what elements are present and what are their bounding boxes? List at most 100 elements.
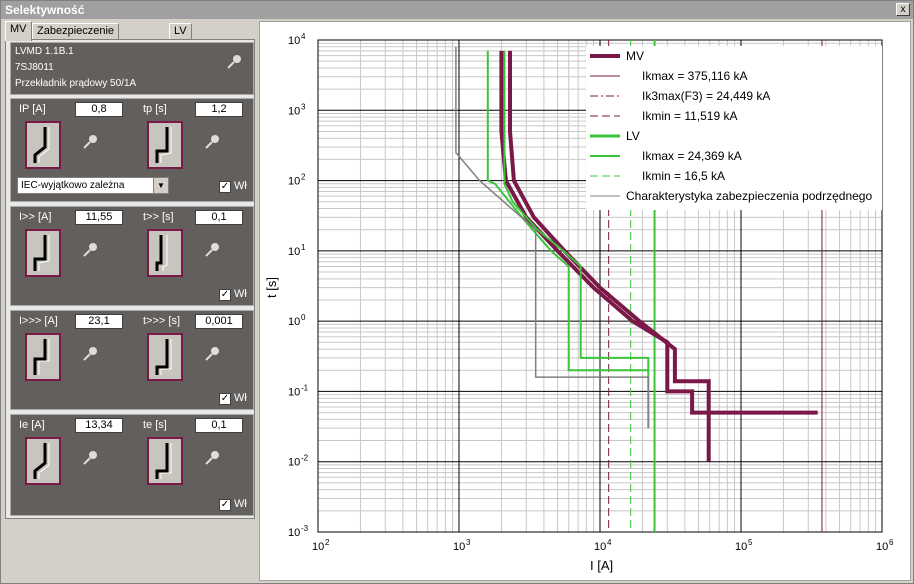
close-button[interactable]: x	[896, 3, 910, 16]
ie-current-label: Ie [A]	[19, 419, 45, 431]
pin-icon[interactable]	[203, 449, 221, 467]
y-tick-label-exp: 4	[301, 32, 306, 41]
i3-curve-button-a[interactable]	[25, 333, 61, 381]
y-tick-label-base: 10	[288, 386, 300, 398]
chevron-down-icon[interactable]: ▼	[153, 178, 168, 193]
x-tick-label-base: 10	[594, 541, 606, 553]
y-tick-label-base: 10	[288, 457, 300, 469]
ip-inverse-curve-button[interactable]	[25, 121, 61, 169]
pin-icon[interactable]	[81, 345, 99, 363]
characteristic-dropdown[interactable]: IEC-wyjątkowo zależna ▼	[17, 177, 169, 194]
ip-enabled-label: Wł	[234, 180, 247, 192]
y-tick-label-base: 10	[288, 527, 300, 539]
stage-ip-panel: IP [A] 0,8 tp [s] 1,2 IEC-wyjątkowo zale…	[10, 98, 254, 202]
relay-type: 7SJ8011	[15, 62, 54, 73]
x-tick-label-base: 10	[453, 541, 465, 553]
legend-entry: Ikmin = 16,5 kA	[642, 169, 725, 183]
plot-frame	[317, 39, 883, 533]
i3-enabled-checkbox[interactable]: ✓	[219, 393, 231, 405]
ip-current-input[interactable]: 0,8	[75, 102, 123, 117]
curve-grey	[455, 46, 650, 429]
i2-current-label: I>> [A]	[19, 211, 52, 223]
i3-current-label: I>>> [A]	[19, 315, 58, 327]
device-info-panel: LVMD 1.1B.1 7SJ8011 Przekładnik prądowy …	[10, 42, 254, 95]
legend-entry: LV	[626, 129, 640, 143]
ip-enabled-checkbox[interactable]: ✓	[219, 181, 231, 193]
pin-icon[interactable]	[81, 241, 99, 259]
definite-time-curve-icon	[33, 235, 50, 271]
stage-i3-panel: I>>> [A] 23,1 t>>> [s] 0,001 ✓ Wł	[10, 310, 254, 410]
i2-curve-button-b[interactable]	[147, 229, 183, 277]
tab-lv[interactable]: LV	[169, 23, 192, 40]
y-tick-label-exp: 1	[301, 243, 306, 252]
curve-mv-band-right	[508, 50, 711, 462]
current-transformer: Przekładnik prądowy 50/1A	[15, 78, 137, 89]
i2-current-input[interactable]: 11,55	[75, 210, 123, 225]
i3-curve-button-b[interactable]	[147, 333, 183, 381]
ip-definite-curve-button[interactable]	[147, 121, 183, 169]
pin-icon[interactable]	[81, 449, 99, 467]
pin-icon[interactable]	[81, 133, 99, 151]
definite-time-curve-icon	[155, 127, 172, 163]
instantaneous-curve-icon	[33, 339, 50, 375]
x-tick-label-base: 10	[312, 541, 324, 553]
x-tick-label-exp: 3	[466, 538, 471, 547]
stage-i2-panel: I>> [A] 11,55 t>> [s] 0,1 ✓ Wł	[10, 206, 254, 306]
y-tick-label-base: 10	[288, 105, 300, 117]
ie-time-label: te [s]	[143, 419, 167, 431]
i3-enabled-label: Wł	[234, 392, 247, 404]
device-name: LVMD 1.1B.1	[15, 46, 74, 57]
definite-time-curve-icon	[155, 443, 172, 479]
y-tick-label-exp: 3	[301, 102, 306, 111]
x-tick-label-base: 10	[876, 541, 888, 553]
legend-entry: Ik3max(F3) = 24,449 kA	[642, 89, 770, 103]
ie-curve-button-b[interactable]	[147, 437, 183, 485]
y-tick-label-exp: -1	[301, 383, 309, 392]
window-title: Selektywność	[5, 3, 85, 17]
y-tick-label-base: 10	[288, 246, 300, 258]
ie-current-input[interactable]: 13,34	[75, 418, 123, 433]
i3-time-label: t>>> [s]	[143, 315, 180, 327]
settings-pane: LVMD 1.1B.1 7SJ8011 Przekładnik prądowy …	[5, 39, 255, 519]
y-tick-label-exp: 0	[301, 313, 306, 322]
y-tick-label-base: 10	[288, 316, 300, 328]
selectivity-chart: 10 2 10 3 10 4 10 5 10 610 -310 -210 -110 010 110 210 31…	[264, 32, 894, 573]
pin-icon[interactable]	[225, 53, 243, 71]
x-tick-label-exp: 6	[889, 538, 894, 547]
curve-lv-band-left	[486, 50, 649, 372]
x-tick-label-exp: 5	[748, 538, 753, 547]
x-tick-label-exp: 2	[325, 538, 330, 547]
legend-entry: Ikmax = 24,369 kA	[642, 149, 742, 163]
i2-enabled-label: Wł	[234, 288, 247, 300]
i2-enabled-checkbox[interactable]: ✓	[219, 289, 231, 301]
i2-time-label: t>> [s]	[143, 211, 174, 223]
i3-time-input[interactable]: 0,001	[195, 314, 243, 329]
tab-mv[interactable]: MV	[5, 21, 32, 41]
y-tick-label-exp: -2	[301, 454, 309, 463]
inverse-curve-icon	[33, 443, 50, 479]
legend-entry: Ikmax = 375,116 kA	[642, 69, 748, 83]
curve-lv-band-right	[503, 50, 650, 429]
ie-curve-button-a[interactable]	[25, 437, 61, 485]
definite-time-curve-icon	[155, 339, 172, 375]
legend-entry: Charakterystyka zabezpieczenia podrzędne…	[626, 189, 872, 203]
i2-time-input[interactable]: 0,1	[195, 210, 243, 225]
legend-box	[586, 46, 882, 210]
legend-entry: Ikmin = 11,519 kA	[642, 109, 738, 123]
i2-curve-button-a[interactable]	[25, 229, 61, 277]
tab-upstream-protection[interactable]: Zabezpieczenie nadrzędne	[32, 23, 120, 52]
pin-icon[interactable]	[203, 133, 221, 151]
pin-icon[interactable]	[203, 345, 221, 363]
ip-time-input[interactable]: 1,2	[195, 102, 243, 117]
i3-current-input[interactable]: 23,1	[75, 314, 123, 329]
ie-time-input[interactable]: 0,1	[195, 418, 243, 433]
definite-time-curve-icon	[155, 235, 168, 271]
ie-enabled-checkbox[interactable]: ✓	[219, 499, 231, 511]
x-axis-label: I [A]	[590, 558, 613, 573]
ip-current-label: IP [A]	[19, 103, 46, 115]
ip-time-label: tp [s]	[143, 103, 167, 115]
pin-icon[interactable]	[203, 241, 221, 259]
y-tick-label-exp: -3	[301, 524, 309, 533]
x-tick-label-exp: 4	[607, 538, 612, 547]
